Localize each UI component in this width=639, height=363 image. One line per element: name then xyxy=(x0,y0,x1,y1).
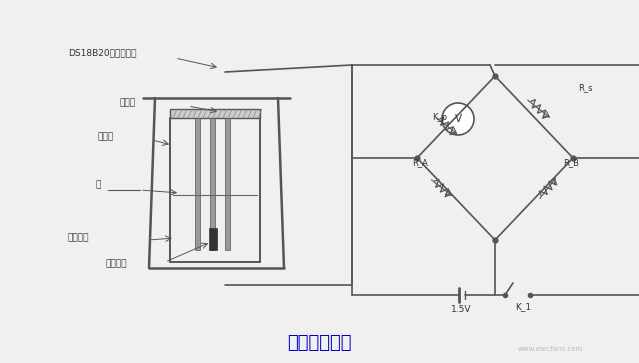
Text: R_A: R_A xyxy=(412,159,428,167)
Text: 变压器油: 变压器油 xyxy=(68,233,89,242)
Bar xyxy=(209,228,217,250)
Bar xyxy=(225,118,230,250)
Text: www.elecfans.com: www.elecfans.com xyxy=(518,346,583,352)
Text: 水: 水 xyxy=(95,180,100,189)
Bar xyxy=(170,109,260,118)
Bar xyxy=(195,118,200,250)
Text: K_1: K_1 xyxy=(515,302,531,311)
Text: R_B: R_B xyxy=(563,159,579,167)
Text: DS18B20温度传感器: DS18B20温度传感器 xyxy=(68,49,137,57)
Text: R_s: R_s xyxy=(578,83,592,93)
Text: 保温杯: 保温杯 xyxy=(98,132,114,142)
Circle shape xyxy=(442,103,474,135)
Text: V: V xyxy=(454,114,461,124)
Text: 1.5V: 1.5V xyxy=(451,305,472,314)
Bar xyxy=(210,118,215,250)
Text: 玻璃管: 玻璃管 xyxy=(120,98,136,107)
Text: K_p: K_p xyxy=(432,114,447,122)
Text: 实验装置简图: 实验装置简图 xyxy=(287,334,351,352)
Text: 热敏电阻: 热敏电阻 xyxy=(105,260,127,269)
